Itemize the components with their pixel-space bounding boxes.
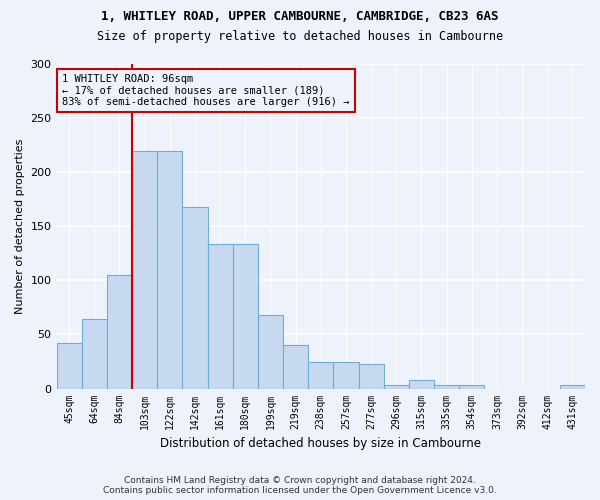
X-axis label: Distribution of detached houses by size in Cambourne: Distribution of detached houses by size … xyxy=(160,437,481,450)
Bar xyxy=(208,244,233,388)
Text: Size of property relative to detached houses in Cambourne: Size of property relative to detached ho… xyxy=(97,30,503,43)
Bar xyxy=(409,380,434,388)
Bar xyxy=(434,386,459,388)
Text: Contains HM Land Registry data © Crown copyright and database right 2024.
Contai: Contains HM Land Registry data © Crown c… xyxy=(103,476,497,495)
Text: 1, WHITLEY ROAD, UPPER CAMBOURNE, CAMBRIDGE, CB23 6AS: 1, WHITLEY ROAD, UPPER CAMBOURNE, CAMBRI… xyxy=(101,10,499,23)
Bar xyxy=(82,320,107,388)
Bar xyxy=(233,244,258,388)
Bar xyxy=(182,207,208,388)
Bar xyxy=(56,343,82,388)
Bar xyxy=(157,150,182,388)
Bar xyxy=(359,364,383,388)
Bar xyxy=(283,346,308,389)
Bar xyxy=(132,150,157,388)
Bar xyxy=(308,362,334,388)
Text: 1 WHITLEY ROAD: 96sqm
← 17% of detached houses are smaller (189)
83% of semi-det: 1 WHITLEY ROAD: 96sqm ← 17% of detached … xyxy=(62,74,349,107)
Bar xyxy=(383,386,409,388)
Bar xyxy=(107,275,132,388)
Bar xyxy=(560,386,585,388)
Bar xyxy=(258,315,283,388)
Bar xyxy=(334,362,359,388)
Bar xyxy=(459,386,484,388)
Y-axis label: Number of detached properties: Number of detached properties xyxy=(15,138,25,314)
